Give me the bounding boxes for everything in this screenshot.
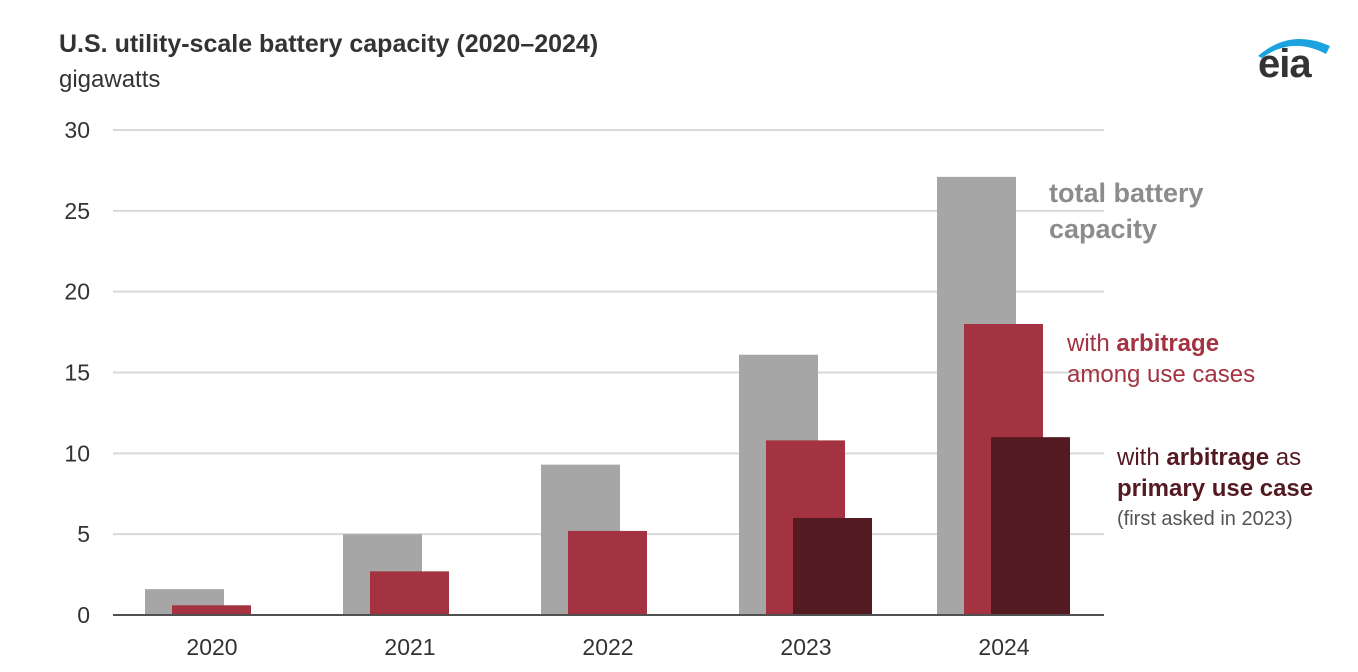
annotation-text: among use cases: [1067, 361, 1256, 388]
annotation-arbitrage: with arbitrage among use cases: [1067, 328, 1255, 390]
eia-logo-swoosh-icon: [1258, 38, 1330, 58]
bar-arbitrage-2020: [172, 605, 251, 615]
chart-subtitle: gigawatts: [59, 66, 161, 93]
x-tick-label: 2021: [384, 634, 435, 660]
annotation-bold: arbitrage: [1166, 444, 1270, 471]
bar-primary-2024: [991, 437, 1070, 615]
x-tick-label: 2023: [780, 634, 831, 660]
annotation-text: with: [1067, 330, 1117, 357]
annotation-text: as: [1269, 444, 1302, 471]
y-tick-label: 5: [77, 521, 90, 547]
y-tick-label: 10: [64, 440, 90, 466]
annotation-total: total battery capacity: [1049, 175, 1204, 247]
y-tick-label: 25: [64, 198, 90, 224]
y-tick-label: 30: [64, 117, 90, 143]
y-tick-label: 15: [64, 360, 90, 386]
annotation-note: (first asked in 2023): [1117, 508, 1293, 530]
annotation-total-line2: capacity: [1049, 214, 1158, 244]
x-tick-label: 2024: [978, 634, 1029, 660]
chart-title: U.S. utility-scale battery capacity (202…: [59, 30, 599, 58]
annotation-text: with: [1117, 444, 1167, 471]
annotation-bold: primary use case: [1117, 475, 1314, 502]
y-tick-label: 0: [77, 602, 90, 628]
eia-logo: eia: [1258, 42, 1312, 86]
bar-arbitrage-2021: [370, 571, 449, 615]
x-tick-label: 2020: [186, 634, 237, 660]
y-tick-label: 20: [64, 279, 90, 305]
annotation-primary: with arbitrage as primary use case (firs…: [1117, 442, 1313, 535]
bar-primary-2023: [793, 518, 872, 615]
annotation-total-line1: total battery: [1049, 178, 1204, 208]
x-tick-label: 2022: [582, 634, 633, 660]
bar-arbitrage-2022: [568, 530, 647, 615]
annotation-bold: arbitrage: [1116, 330, 1220, 357]
